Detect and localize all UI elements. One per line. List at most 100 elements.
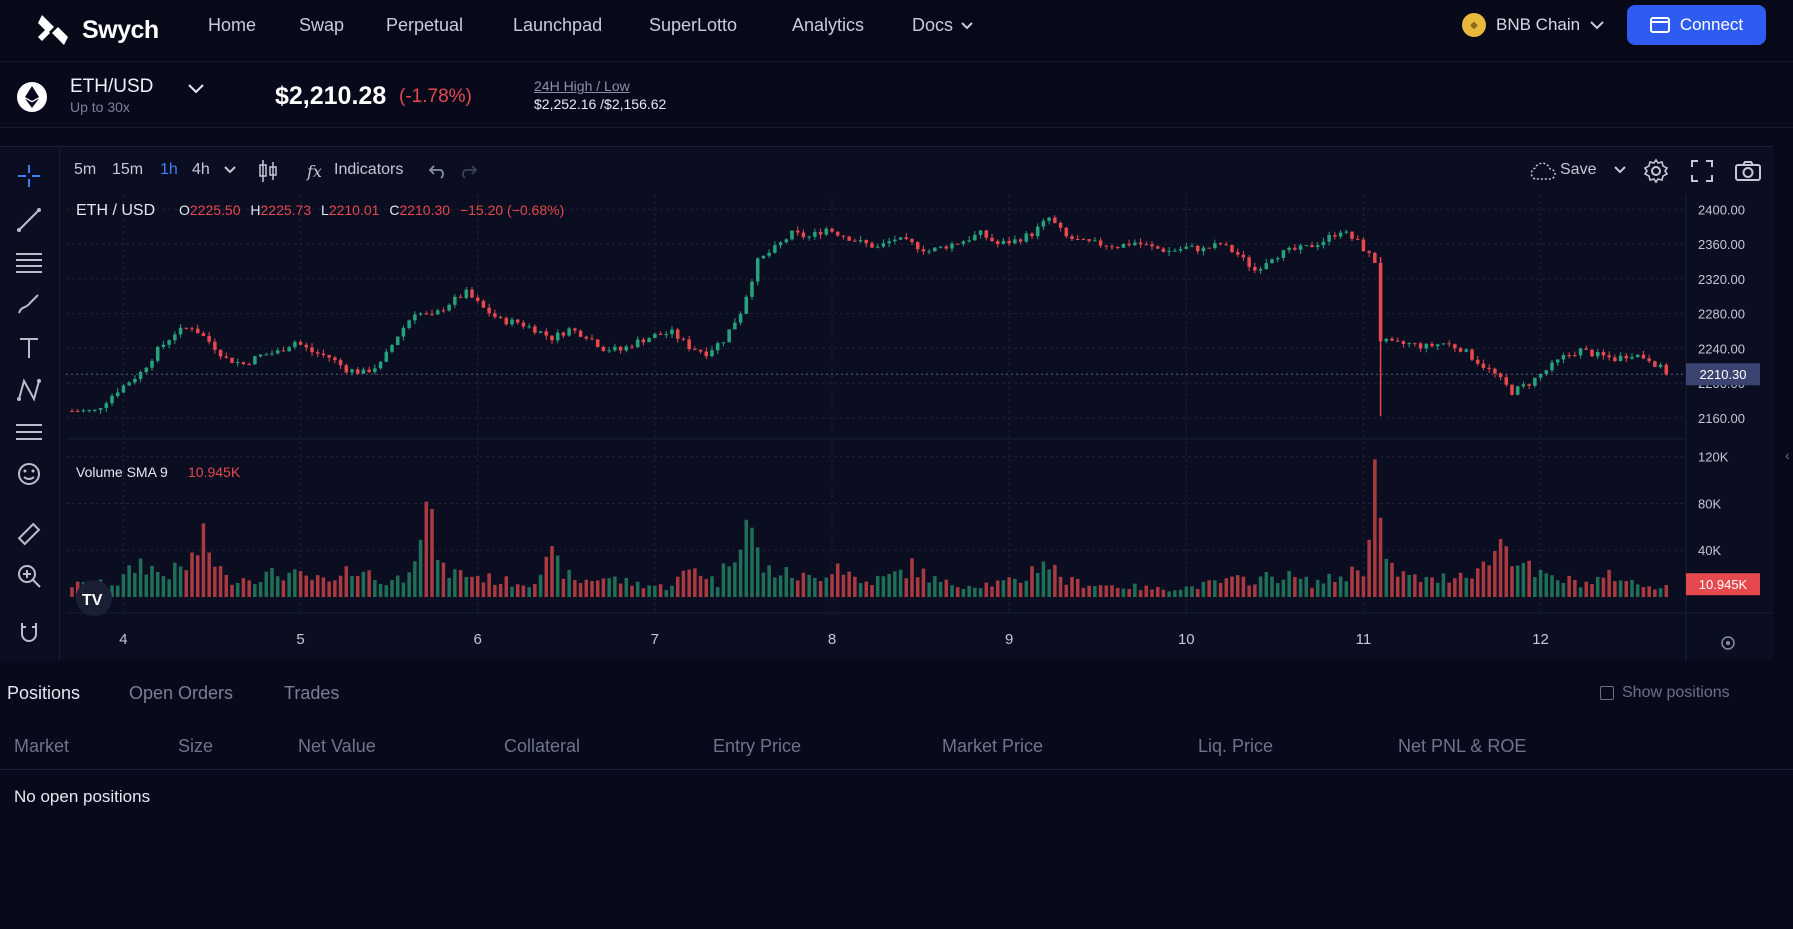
fullscreen-icon[interactable]: [1688, 157, 1716, 185]
candle-body: [384, 351, 389, 362]
volume-bar: [1430, 577, 1434, 597]
candle-body: [373, 368, 377, 373]
candle-body: [538, 331, 543, 333]
candle-body: [173, 334, 177, 341]
indicators-icon[interactable]: fx: [302, 157, 330, 185]
candle-body: [1327, 235, 1331, 242]
volume-bar: [521, 585, 526, 597]
nav-superlotto[interactable]: SuperLotto: [649, 15, 738, 35]
candle-body: [755, 258, 760, 282]
undo-icon[interactable]: [424, 157, 452, 185]
candle-body: [1184, 246, 1189, 249]
cloud-icon[interactable]: [1528, 157, 1556, 185]
candle-body: [367, 369, 371, 373]
pattern-icon[interactable]: [14, 375, 44, 405]
nav-analytics[interactable]: Analytics: [792, 15, 865, 35]
volume-bar: [70, 587, 74, 597]
volume-bar: [264, 571, 269, 597]
nav-docs[interactable]: Docs: [912, 15, 973, 36]
candle-body: [1504, 377, 1509, 385]
chevron-left-icon[interactable]: ‹: [1785, 447, 1790, 463]
volume-bar: [813, 577, 817, 597]
volume-bar: [1264, 571, 1269, 597]
candle-body: [150, 360, 154, 368]
volume-bar: [995, 580, 1000, 597]
candle-body: [784, 239, 789, 243]
brush-icon[interactable]: [14, 289, 44, 319]
nav-perpetual[interactable]: Perpetual: [386, 15, 464, 35]
volume-bar: [1590, 584, 1594, 597]
candle-body: [138, 372, 143, 379]
chain-name: BNB Chain: [1496, 15, 1581, 34]
candle-body: [1390, 338, 1394, 341]
tab-open-orders[interactable]: Open Orders: [129, 683, 234, 703]
candle-body: [675, 329, 680, 339]
chevron-down-icon[interactable]: [1614, 166, 1626, 174]
volume-bar: [230, 584, 234, 597]
candle-body: [1641, 354, 1646, 359]
candle-body: [1024, 233, 1029, 242]
candle-body: [590, 338, 594, 340]
volume-bar: [1355, 570, 1360, 597]
chevron-down-icon[interactable]: [224, 166, 236, 174]
show-positions-checkbox[interactable]: [1600, 686, 1614, 700]
timeframe-15m[interactable]: 15m: [112, 161, 144, 178]
candle-body: [1453, 344, 1457, 349]
candle-body: [1664, 364, 1669, 375]
candles-style-icon[interactable]: [254, 157, 282, 185]
volume-bar: [1201, 581, 1206, 597]
candle-body: [201, 333, 206, 336]
volume-bar: [1121, 588, 1126, 597]
magnet-icon[interactable]: [14, 617, 44, 647]
nav-launchpad[interactable]: Launchpad: [513, 15, 603, 35]
candle-body: [458, 296, 463, 298]
high-low-label: 24H High / Low: [534, 78, 630, 94]
tab-positions[interactable]: Positions: [7, 683, 81, 703]
volume-bar: [607, 578, 611, 597]
timeframe-1h[interactable]: 1h: [160, 161, 178, 178]
text-tool-icon[interactable]: [14, 333, 44, 363]
timeframe-4h[interactable]: 4h: [192, 161, 210, 178]
timeframe-5m[interactable]: 5m: [74, 161, 97, 178]
camera-icon[interactable]: [1734, 157, 1762, 185]
volume-bar: [1138, 590, 1143, 597]
volume-bar: [224, 574, 229, 597]
volume-legend-label: Volume SMA 9: [76, 464, 168, 480]
save-button[interactable]: Save: [1560, 161, 1597, 178]
axis-settings-icon[interactable]: [1721, 636, 1735, 650]
chevron-down-icon[interactable]: [188, 84, 204, 94]
tradingview-logo[interactable]: TV: [76, 580, 112, 616]
candle-body: [1590, 349, 1594, 357]
chain-selector[interactable]: ◆ BNB Chain: [1462, 10, 1604, 40]
candle-body: [1281, 250, 1286, 258]
volume-bar: [790, 577, 794, 597]
candle-body: [315, 352, 320, 354]
volume-bar: [990, 586, 994, 597]
ruler-icon[interactable]: [14, 519, 44, 549]
brand-logo[interactable]: Swych: [34, 8, 159, 52]
market-leverage: Up to 30x: [70, 99, 130, 115]
redo-icon[interactable]: [454, 157, 482, 185]
trend-line-icon[interactable]: [14, 205, 44, 235]
emoji-icon[interactable]: [14, 459, 44, 489]
show-positions-toggle[interactable]: Show positions: [1600, 684, 1730, 702]
indicators-button[interactable]: Indicators: [334, 161, 404, 178]
volume-bar: [510, 586, 514, 597]
chart-toolbar: 5m 15m 1h 4h fx Indicators Save: [60, 147, 1773, 195]
nav-swap[interactable]: Swap: [299, 15, 345, 35]
fib-lines-icon[interactable]: [14, 247, 44, 277]
candle-body: [1144, 244, 1149, 246]
tab-trades[interactable]: Trades: [284, 683, 340, 703]
crosshair-icon[interactable]: [14, 161, 44, 191]
nav-home[interactable]: Home: [208, 15, 257, 35]
volume-bar: [693, 568, 697, 597]
settings-gear-icon[interactable]: [1642, 157, 1670, 185]
volume-bar: [281, 580, 286, 597]
price-chart-plot[interactable]: 2400.002360.002320.002280.002240.002200.…: [66, 195, 1773, 661]
zoom-in-icon[interactable]: [14, 561, 44, 591]
connect-wallet-button[interactable]: Connect: [1627, 5, 1766, 45]
volume-bar: [818, 581, 823, 597]
market-pair[interactable]: ETH/USD: [70, 76, 154, 97]
candle-body: [1230, 244, 1234, 253]
prediction-icon[interactable]: [14, 417, 44, 447]
